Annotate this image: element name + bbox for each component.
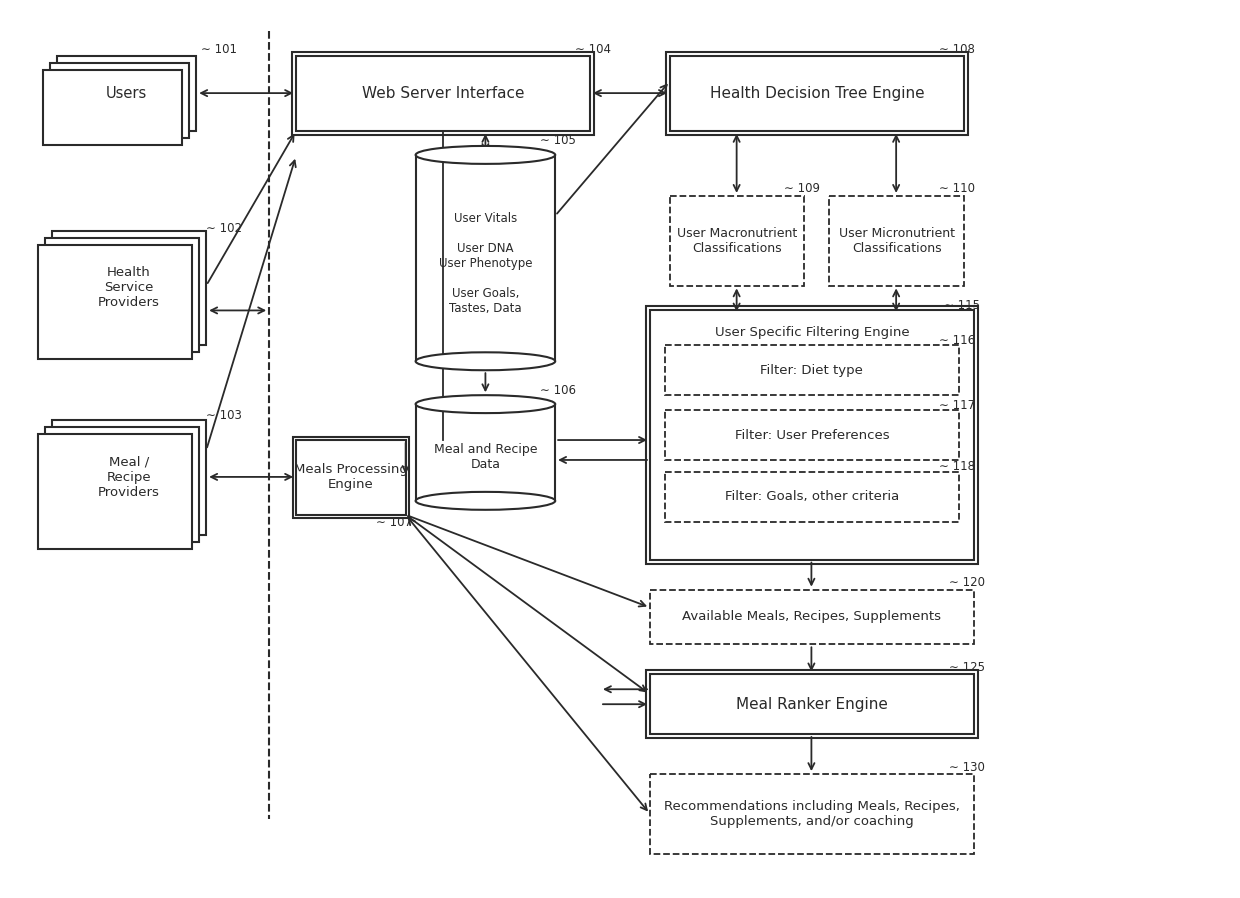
Text: User Micronutrient
Classifications: User Micronutrient Classifications: [838, 226, 955, 255]
Bar: [646, 306, 978, 564]
Text: ∼ 120: ∼ 120: [949, 577, 985, 589]
Ellipse shape: [415, 146, 556, 163]
Text: Meals Processing
Engine: Meals Processing Engine: [294, 463, 408, 491]
Bar: [37, 434, 192, 549]
Bar: [650, 674, 973, 735]
Text: Users: Users: [105, 86, 148, 101]
Bar: [45, 238, 200, 352]
Text: Meal and Recipe
Data: Meal and Recipe Data: [434, 444, 537, 471]
Text: Filter: User Preferences: Filter: User Preferences: [734, 428, 889, 442]
Bar: [415, 404, 556, 501]
Text: ∼ 115: ∼ 115: [944, 299, 980, 312]
Text: ∼ 103: ∼ 103: [206, 409, 242, 421]
Bar: [670, 57, 963, 131]
Text: ∼ 110: ∼ 110: [939, 182, 975, 195]
Ellipse shape: [415, 395, 556, 413]
Text: Health Decision Tree Engine: Health Decision Tree Engine: [709, 86, 924, 101]
Text: Filter: Diet type: Filter: Diet type: [760, 364, 863, 377]
Bar: [50, 63, 190, 138]
Bar: [650, 774, 973, 854]
Text: ∼ 104: ∼ 104: [575, 43, 611, 56]
Text: ∼ 130: ∼ 130: [949, 761, 985, 773]
Bar: [57, 57, 196, 131]
Text: ∼ 109: ∼ 109: [785, 182, 821, 195]
Text: ∼ 107: ∼ 107: [376, 516, 412, 529]
Text: ∼ 116: ∼ 116: [939, 334, 975, 347]
Text: Available Meals, Recipes, Supplements: Available Meals, Recipes, Supplements: [682, 611, 941, 623]
Text: ∼ 108: ∼ 108: [939, 43, 975, 56]
Ellipse shape: [415, 492, 556, 510]
Bar: [830, 196, 963, 286]
Text: Health
Service
Providers: Health Service Providers: [98, 267, 160, 310]
Bar: [45, 427, 200, 541]
Bar: [665, 346, 959, 395]
Text: ∼ 101: ∼ 101: [201, 43, 237, 56]
Bar: [415, 155, 556, 361]
Ellipse shape: [415, 352, 556, 370]
Text: ∼ 117: ∼ 117: [939, 399, 975, 411]
Text: Recommendations including Meals, Recipes,
Supplements, and/or coaching: Recommendations including Meals, Recipes…: [663, 800, 960, 828]
Bar: [293, 437, 409, 518]
Bar: [650, 590, 973, 645]
Bar: [43, 70, 182, 145]
Text: Meal Ranker Engine: Meal Ranker Engine: [737, 697, 888, 712]
Bar: [291, 52, 594, 135]
Text: ∼ 105: ∼ 105: [541, 135, 577, 147]
Bar: [665, 410, 959, 460]
Bar: [666, 52, 968, 135]
Text: ∼ 118: ∼ 118: [939, 461, 975, 473]
Bar: [52, 231, 206, 346]
Bar: [296, 440, 405, 515]
Text: ∼ 102: ∼ 102: [206, 222, 242, 235]
Text: Web Server Interface: Web Server Interface: [362, 86, 525, 101]
Text: User Specific Filtering Engine: User Specific Filtering Engine: [714, 326, 909, 339]
Text: ∼ 125: ∼ 125: [949, 661, 985, 674]
Text: Filter: Goals, other criteria: Filter: Goals, other criteria: [724, 490, 899, 504]
Bar: [646, 670, 978, 738]
Bar: [296, 57, 590, 131]
Bar: [52, 420, 206, 534]
Bar: [37, 244, 192, 359]
Text: Meal /
Recipe
Providers: Meal / Recipe Providers: [98, 456, 160, 499]
Bar: [670, 196, 805, 286]
Text: User Vitals

User DNA
User Phenotype

User Goals,
Tastes, Data: User Vitals User DNA User Phenotype User…: [439, 212, 532, 314]
Bar: [665, 472, 959, 522]
Bar: [650, 311, 973, 559]
Text: User Macronutrient
Classifications: User Macronutrient Classifications: [677, 226, 797, 255]
Text: ∼ 106: ∼ 106: [541, 383, 577, 397]
